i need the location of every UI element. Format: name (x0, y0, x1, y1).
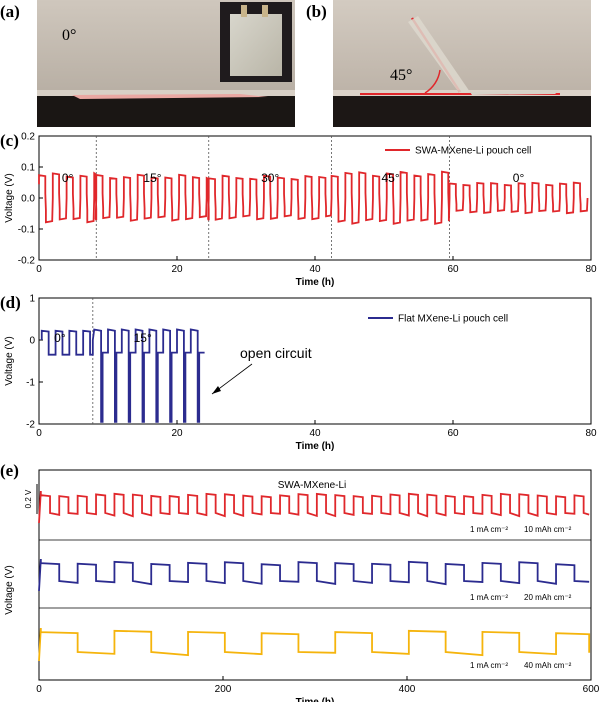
x-tick-label: 0 (36, 428, 42, 439)
annotation-arrowhead (212, 386, 221, 394)
series-line-e1 (38, 490, 590, 524)
segment-label: 0° (62, 171, 74, 185)
series-capacity-label: 10 mAh cm⁻² (524, 525, 572, 534)
series-current-label: 1 mA cm⁻² (470, 525, 508, 534)
y-tick-label: -0.1 (18, 225, 36, 236)
x-tick-label: 400 (399, 684, 416, 695)
x-axis-label: Time (h) (296, 697, 335, 702)
chart-title: SWA-MXene-Li (278, 480, 347, 491)
plot-frame (38, 469, 592, 681)
photo-a: 0° (37, 0, 295, 127)
x-tick-label: 40 (309, 264, 321, 275)
series-line-e3 (38, 627, 591, 662)
plot-frame (38, 297, 592, 425)
x-tick-label: 200 (215, 684, 232, 695)
series-capacity-label: 20 mAh cm⁻² (524, 593, 572, 602)
panel-label-c: (c) (0, 131, 19, 150)
x-tick-label: 20 (171, 264, 183, 275)
y-axis-label: Voltage (V) (4, 336, 15, 385)
chart-e: 0 200 400 600 Time (h) Voltage (V) SWA-MXene-L… (4, 469, 600, 702)
segment-label: 30° (261, 171, 279, 185)
x-tick-label: 60 (447, 264, 459, 275)
series-line-flat (40, 328, 205, 423)
photo-b: 45° (333, 0, 591, 127)
y-axis-label: Voltage (V) (4, 173, 15, 222)
x-tick-label: 80 (585, 264, 597, 275)
series-line-e2 (38, 558, 590, 592)
legend-label: Flat MXene-Li pouch cell (398, 314, 508, 325)
panel-label-b: (b) (306, 2, 327, 21)
annotation-open-circuit: open circuit (240, 345, 312, 361)
panel-label-a: (a) (0, 2, 20, 21)
y-tick-label: -0.2 (18, 256, 36, 267)
angle-label-b: 45° (390, 67, 412, 84)
x-tick-label: 40 (309, 428, 321, 439)
segment-label: 15° (134, 331, 152, 345)
legend-label: SWA-MXene-Li pouch cell (415, 146, 531, 157)
series-line-swa (38, 170, 589, 225)
x-tick-label: 60 (447, 428, 459, 439)
segment-label: 0° (513, 171, 525, 185)
x-tick-label: 0 (36, 264, 42, 275)
x-axis-label: Time (h) (296, 277, 335, 288)
panel-label-e: (e) (0, 461, 19, 480)
x-axis-label: Time (h) (296, 441, 335, 452)
chart-d: 0 20 40 60 80 -2 -1 0 1 Time (h) Voltage (V) 0° 15° o… (4, 294, 597, 453)
series-current-label: 1 mA cm⁻² (470, 661, 508, 670)
y-axis-label: Voltage (V) (4, 565, 15, 614)
chart-c: 0 20 40 60 80 -0.2 -0.1 0.0 0.1 0.2 Time (h) Voltag… (4, 132, 597, 289)
y-tick-label: 0.1 (21, 163, 35, 174)
y-tick-label: -2 (26, 420, 35, 431)
y-tick-label: -1 (26, 378, 35, 389)
x-tick-label: 0 (36, 684, 42, 695)
segment-label: 45° (381, 171, 399, 185)
segment-label: 15° (143, 171, 161, 185)
angle-label-a: 0° (62, 27, 76, 44)
series-capacity-label: 40 mAh cm⁻² (524, 661, 572, 670)
series-current-label: 1 mA cm⁻² (470, 593, 508, 602)
x-tick-label: 20 (171, 428, 183, 439)
pouch-cell (230, 14, 282, 76)
y-tick-label: 0.0 (21, 194, 35, 205)
x-tick-label: 80 (585, 428, 597, 439)
x-tick-label: 600 (583, 684, 600, 695)
scale-bar-label: 0.2 V (24, 489, 33, 508)
y-tick-label: 0 (29, 336, 35, 347)
segment-label: 0° (54, 331, 66, 345)
panel-label-d: (d) (0, 293, 21, 312)
y-tick-label: 1 (29, 294, 35, 305)
y-tick-label: 0.2 (21, 132, 35, 143)
